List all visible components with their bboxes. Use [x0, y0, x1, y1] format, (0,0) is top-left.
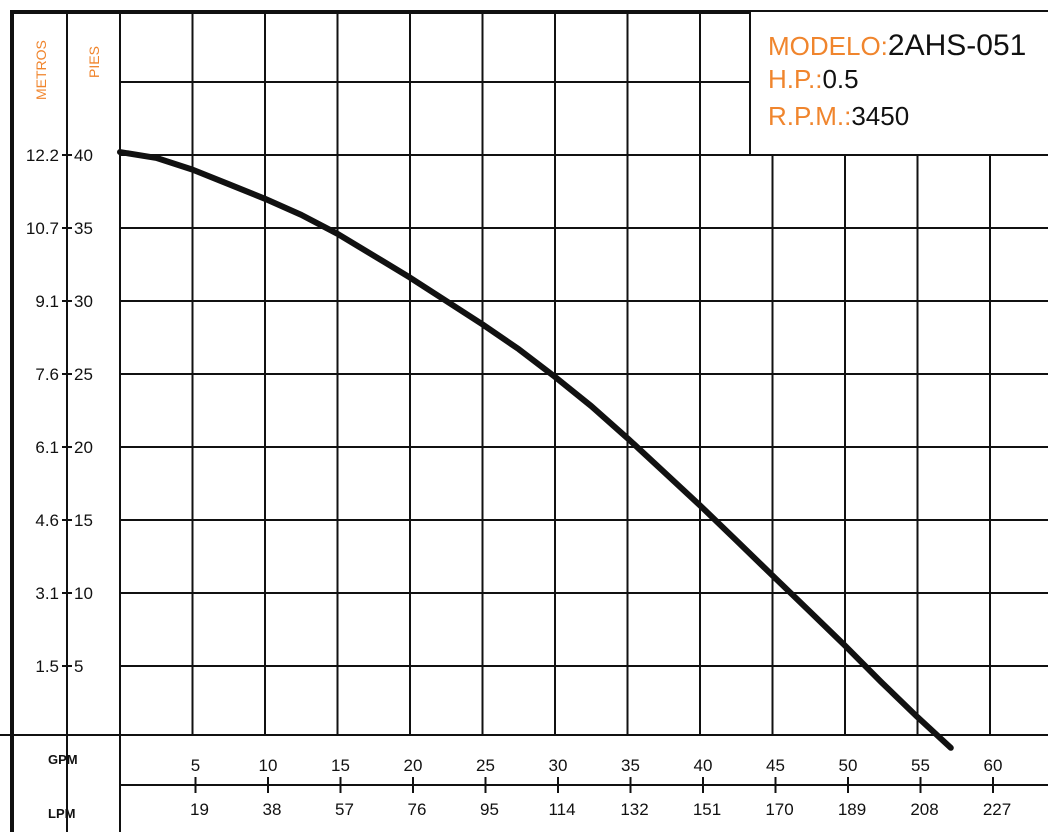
y-tick-label-metros: 1.5 [35, 657, 59, 676]
rpm-value: 3450 [851, 101, 909, 131]
modelo-label: MODELO: [768, 31, 888, 61]
x-axis-title-lpm: LPM [48, 806, 75, 821]
x-tick-label-lpm: 95 [480, 800, 499, 819]
x-tick-label-lpm: 170 [765, 800, 793, 819]
y-tick-label-metros: 4.6 [35, 511, 59, 530]
x-axis-title-gpm: GPM [48, 752, 78, 767]
y-tick-label-metros: 12.2 [26, 146, 59, 165]
x-tick-label-gpm: 25 [476, 756, 495, 775]
y-tick-label-metros: 9.1 [35, 292, 59, 311]
x-tick-label-gpm: 55 [911, 756, 930, 775]
axis-frame [0, 10, 1048, 832]
y-tick-label-pies: 40 [74, 146, 93, 165]
hp-line: H.P.:0.5 [768, 64, 859, 94]
x-tick-label-lpm: 208 [910, 800, 938, 819]
x-tick-label-gpm: 30 [549, 756, 568, 775]
y-tick-label-metros: 7.6 [35, 365, 59, 384]
x-tick-label-gpm: 15 [331, 756, 350, 775]
x-tick-label-lpm: 57 [335, 800, 354, 819]
x-tick-label-gpm: 50 [839, 756, 858, 775]
hp-value: 0.5 [822, 64, 858, 94]
x-tick-label-gpm: 5 [191, 756, 200, 775]
x-tick-label-lpm: 38 [263, 800, 282, 819]
y-tick-label-metros: 10.7 [26, 219, 59, 238]
hp-label: H.P.: [768, 64, 822, 94]
x-tick-label-lpm: 227 [983, 800, 1011, 819]
x-tick-label-gpm: 10 [259, 756, 278, 775]
x-tick-label-gpm: 60 [984, 756, 1003, 775]
modelo-line: MODELO:2AHS-051 [768, 29, 1026, 62]
y-tick-label-metros: 6.1 [35, 438, 59, 457]
x-tick-label-lpm: 19 [190, 800, 209, 819]
x-tick-label-lpm: 189 [838, 800, 866, 819]
info-box-background [750, 12, 1048, 155]
y-tick-label-pies: 15 [74, 511, 93, 530]
y-tick-label-pies: 25 [74, 365, 93, 384]
pump-performance-curve [117, 149, 954, 751]
modelo-value: 2AHS-051 [888, 29, 1026, 62]
x-tick-label-gpm: 35 [621, 756, 640, 775]
info-box: MODELO:2AHS-051 H.P.:0.5 R.P.M.:3450 [749, 12, 1048, 156]
y-tick-label-pies: 10 [74, 584, 93, 603]
y-tick-label-pies: 5 [74, 657, 83, 676]
rpm-line: R.P.M.:3450 [768, 101, 909, 131]
x-tick-label-gpm: 45 [766, 756, 785, 775]
y-tick-label-metros: 3.1 [35, 584, 59, 603]
y-tick-label-pies: 20 [74, 438, 93, 457]
rpm-label: R.P.M.: [768, 101, 851, 131]
y-axis-title-metros: METROS [33, 40, 49, 100]
x-tick-label-lpm: 132 [620, 800, 648, 819]
x-tick-label-gpm: 40 [694, 756, 713, 775]
x-tick-label-lpm: 114 [548, 800, 575, 819]
x-tick-label-gpm: 20 [404, 756, 423, 775]
x-tick-label-lpm: 76 [408, 800, 427, 819]
y-tick-labels: 40 12.2 35 10.7 30 9.1 25 7.6 20 6.1 15 4.6 10 3.1 5 1.… [26, 146, 93, 676]
outer-frame [10, 10, 1048, 832]
y-tick-label-pies: 35 [74, 219, 93, 238]
y-axis-title-pies: PIES [86, 46, 102, 78]
x-tick-label-lpm: 151 [693, 800, 721, 819]
y-tick-label-pies: 30 [74, 292, 93, 311]
x-tick-labels: 5 19 10 38 15 57 20 76 25 95 30 114 35 132 40 151 45 170 5… [190, 756, 1011, 819]
